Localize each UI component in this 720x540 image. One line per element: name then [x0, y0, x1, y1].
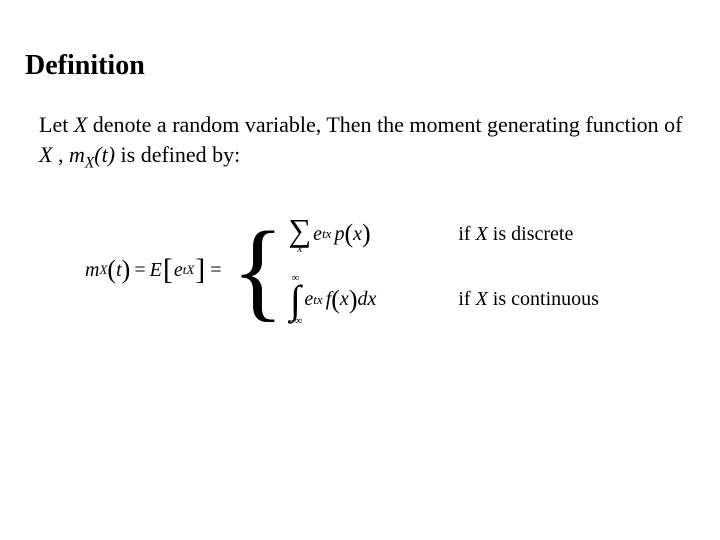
lbracket-icon: [ [162, 255, 174, 285]
discrete-cond: if X is discrete [458, 223, 573, 246]
case-discrete: ∑ x etx p (x) if X is discrete [288, 214, 599, 255]
cases: ∑ x etx p (x) if X is discrete ∞ ∫ [288, 214, 599, 327]
lhs-lparen: ( [107, 257, 116, 283]
text-mid1: denote a random variable, Then the momen… [87, 112, 682, 137]
continuous-expr: ∞ ∫ −∞ etx f (x) dx [288, 273, 458, 327]
mgf-sub-X: X [85, 154, 94, 171]
var-X-2: X [39, 142, 52, 167]
disc-p: p [334, 223, 344, 246]
cont-x: x [340, 288, 349, 311]
expect-sup-tX: tX [183, 262, 195, 278]
heading-definition: Definition [25, 50, 690, 82]
definition-body: Let X denote a random variable, Then the… [39, 110, 690, 174]
cond1-pre: if [458, 223, 475, 245]
cond2-X: X [476, 288, 488, 310]
text-pre: Let [39, 112, 74, 137]
mgf-formula: mX (t) = E [ etX ] = { ∑ x etx p [85, 214, 690, 327]
disc-lparen: ( [344, 221, 353, 247]
sum-lower: x [297, 244, 302, 255]
continuous-cond: if X is continuous [458, 288, 599, 311]
expect-e: e [174, 259, 183, 282]
eq-2: = [210, 259, 221, 282]
left-brace-icon: { [232, 226, 285, 314]
formula-lhs: mX (t) = E [ etX ] = [85, 255, 226, 285]
eq-1: = [134, 259, 145, 282]
disc-sup-tx: tx [322, 226, 331, 242]
int-lower: −∞ [288, 316, 302, 327]
disc-e: e [313, 223, 322, 246]
cont-dx: dx [357, 288, 376, 311]
cont-lparen: ( [331, 287, 340, 313]
integral-icon: ∞ ∫ −∞ [288, 273, 302, 327]
mgf-arg-t: (t) [94, 142, 115, 167]
cond1-X: X [476, 223, 488, 245]
cond2-pre: if [458, 288, 475, 310]
rbracket-icon: ] [194, 255, 206, 285]
var-X-1: X [74, 112, 87, 137]
sum-icon: ∑ x [288, 214, 311, 255]
cont-rparen: ) [349, 287, 358, 313]
cont-e: e [304, 288, 313, 311]
case-continuous: ∞ ∫ −∞ etx f (x) dx if X is continuous [288, 273, 599, 327]
cont-sup-tx: tx [313, 292, 322, 308]
lhs-sub-X: X [99, 262, 107, 278]
expect-E: E [150, 259, 162, 282]
disc-x: x [353, 223, 362, 246]
lhs-m: m [85, 259, 99, 282]
lhs-rparen: ) [122, 257, 131, 283]
disc-rparen: ) [362, 221, 371, 247]
text-mid2: , [52, 142, 69, 167]
mgf-m: m [69, 142, 85, 167]
brace-col: { [232, 226, 285, 314]
discrete-expr: ∑ x etx p (x) [288, 214, 458, 255]
cond1-post: is discrete [488, 223, 574, 245]
cond2-post: is continuous [488, 288, 599, 310]
text-post: is defined by: [115, 142, 240, 167]
